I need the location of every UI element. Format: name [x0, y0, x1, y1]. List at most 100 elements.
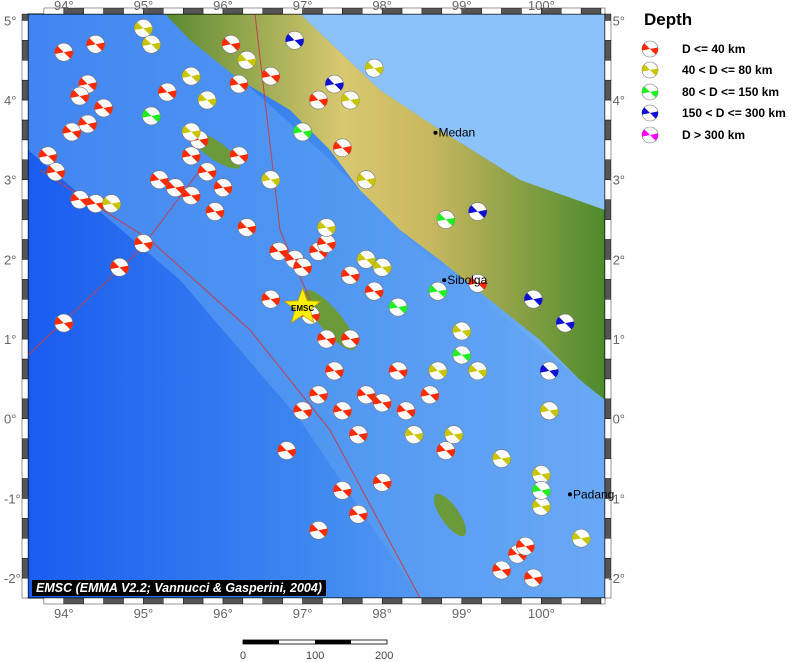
lon-tick-label: 99°	[452, 606, 472, 621]
earthquake-beachball	[348, 505, 368, 524]
frame-tick	[501, 597, 522, 605]
earthquake-beachball	[213, 178, 233, 197]
frame-tick	[481, 7, 502, 15]
earthquake-beachball	[364, 58, 384, 78]
earthquake-beachball	[70, 86, 90, 106]
frame-tick	[401, 7, 423, 15]
legend-label: D <= 40 km	[682, 41, 746, 56]
frame-tick	[21, 60, 29, 81]
lat-tick-label: 1°	[4, 332, 16, 347]
legend-label: 150 < D <= 300 km	[682, 106, 786, 121]
frame-tick	[21, 538, 29, 559]
lat-tick-label: 2°	[4, 252, 16, 267]
earthquake-beachball	[396, 401, 416, 421]
lon-tick-label: 95°	[134, 606, 154, 621]
earthquake-beachball	[452, 345, 472, 365]
earthquake-beachball	[261, 66, 281, 86]
earthquake-beachball	[555, 313, 575, 333]
frame-tick	[604, 378, 612, 400]
frame-tick	[580, 597, 602, 605]
earthquake-beachball	[277, 441, 296, 460]
frame-tick	[222, 597, 244, 605]
frame-tick	[21, 338, 29, 360]
frame-tick	[342, 597, 363, 605]
lat-tick-label: -1°	[608, 491, 625, 506]
earthquake-beachball	[86, 34, 105, 54]
frame-tick	[401, 597, 423, 605]
lat-tick-label: 5°	[4, 13, 16, 28]
earthquake-beachball	[78, 114, 97, 134]
earthquake-beachball	[229, 146, 249, 166]
earthquake-beachball	[221, 34, 241, 54]
frame-tick	[604, 219, 612, 240]
frame-tick	[21, 438, 29, 459]
lat-tick-label: 5°	[613, 13, 625, 28]
earthquake-beachball	[134, 19, 153, 38]
earthquake-beachball	[293, 122, 312, 142]
frame-tick	[21, 398, 29, 419]
frame-tick	[63, 597, 84, 605]
beachball-icon	[641, 83, 659, 101]
frame-tick	[21, 458, 29, 479]
earthquake-beachball	[309, 90, 328, 110]
earthquake-beachball	[165, 178, 185, 197]
earthquake-beachball	[150, 170, 169, 190]
frame-tick	[163, 597, 184, 605]
earthquake-beachball	[70, 190, 90, 209]
frame-tick	[604, 458, 612, 479]
frame-tick	[282, 597, 303, 605]
frame-tick	[43, 597, 65, 605]
frame-tick	[604, 13, 612, 21]
earthquake-beachball	[269, 242, 288, 261]
scale-bar	[242, 639, 388, 645]
lon-tick-label: 98°	[372, 606, 392, 621]
frame-tick	[21, 418, 29, 439]
legend-label: 80 < D <= 150 km	[682, 84, 780, 99]
frame-tick	[604, 99, 612, 121]
frame-tick	[604, 538, 612, 559]
frame-tick	[604, 279, 612, 300]
frame-tick	[143, 597, 164, 605]
earthquake-beachball	[181, 122, 201, 142]
earthquake-beachball	[197, 162, 217, 182]
earthquake-beachball	[539, 401, 559, 421]
lat-tick-label: 0°	[4, 412, 16, 427]
frame-tick	[262, 597, 283, 605]
earthquake-beachball	[388, 361, 408, 381]
frame-tick	[604, 179, 612, 200]
frame-tick	[242, 7, 263, 15]
frame-tick	[604, 119, 612, 141]
earthquake-beachball	[142, 34, 161, 54]
frame-tick	[604, 159, 612, 180]
frame-tick	[604, 318, 612, 340]
earthquake-beachball	[205, 202, 225, 221]
beachball-icon	[641, 126, 659, 144]
earthquake-beachball	[94, 98, 113, 118]
frame-tick	[541, 597, 562, 605]
earthquake-beachball	[293, 258, 312, 277]
earthquake-beachball	[388, 297, 408, 317]
earthquake-beachball	[444, 425, 464, 444]
lat-tick-label: -1°	[4, 491, 21, 506]
frame-tick	[604, 40, 612, 61]
frame-tick	[561, 7, 582, 15]
lat-tick-label: -2°	[4, 571, 21, 586]
scale-label-100: 100	[306, 650, 325, 662]
lat-tick-label: 0°	[613, 412, 625, 427]
earthquake-beachball	[181, 186, 201, 205]
earthquake-beachball	[197, 90, 217, 110]
earthquake-beachball	[372, 473, 392, 492]
city-label: Sibolga	[447, 273, 487, 287]
frame-tick	[580, 7, 602, 15]
beachball-icon	[641, 40, 659, 58]
depth-legend: Depth D <= 40 km 40 < D <= 80 km 80 < D <=…	[640, 10, 786, 146]
frame-tick	[21, 279, 29, 300]
frame-tick	[21, 219, 29, 240]
frame-tick	[322, 7, 343, 15]
city-dot	[433, 130, 438, 135]
earthquake-beachball	[325, 74, 344, 94]
earthquake-beachball	[38, 146, 58, 166]
frame-tick	[604, 418, 612, 439]
frame-tick	[21, 239, 29, 260]
star-icon	[283, 287, 322, 324]
